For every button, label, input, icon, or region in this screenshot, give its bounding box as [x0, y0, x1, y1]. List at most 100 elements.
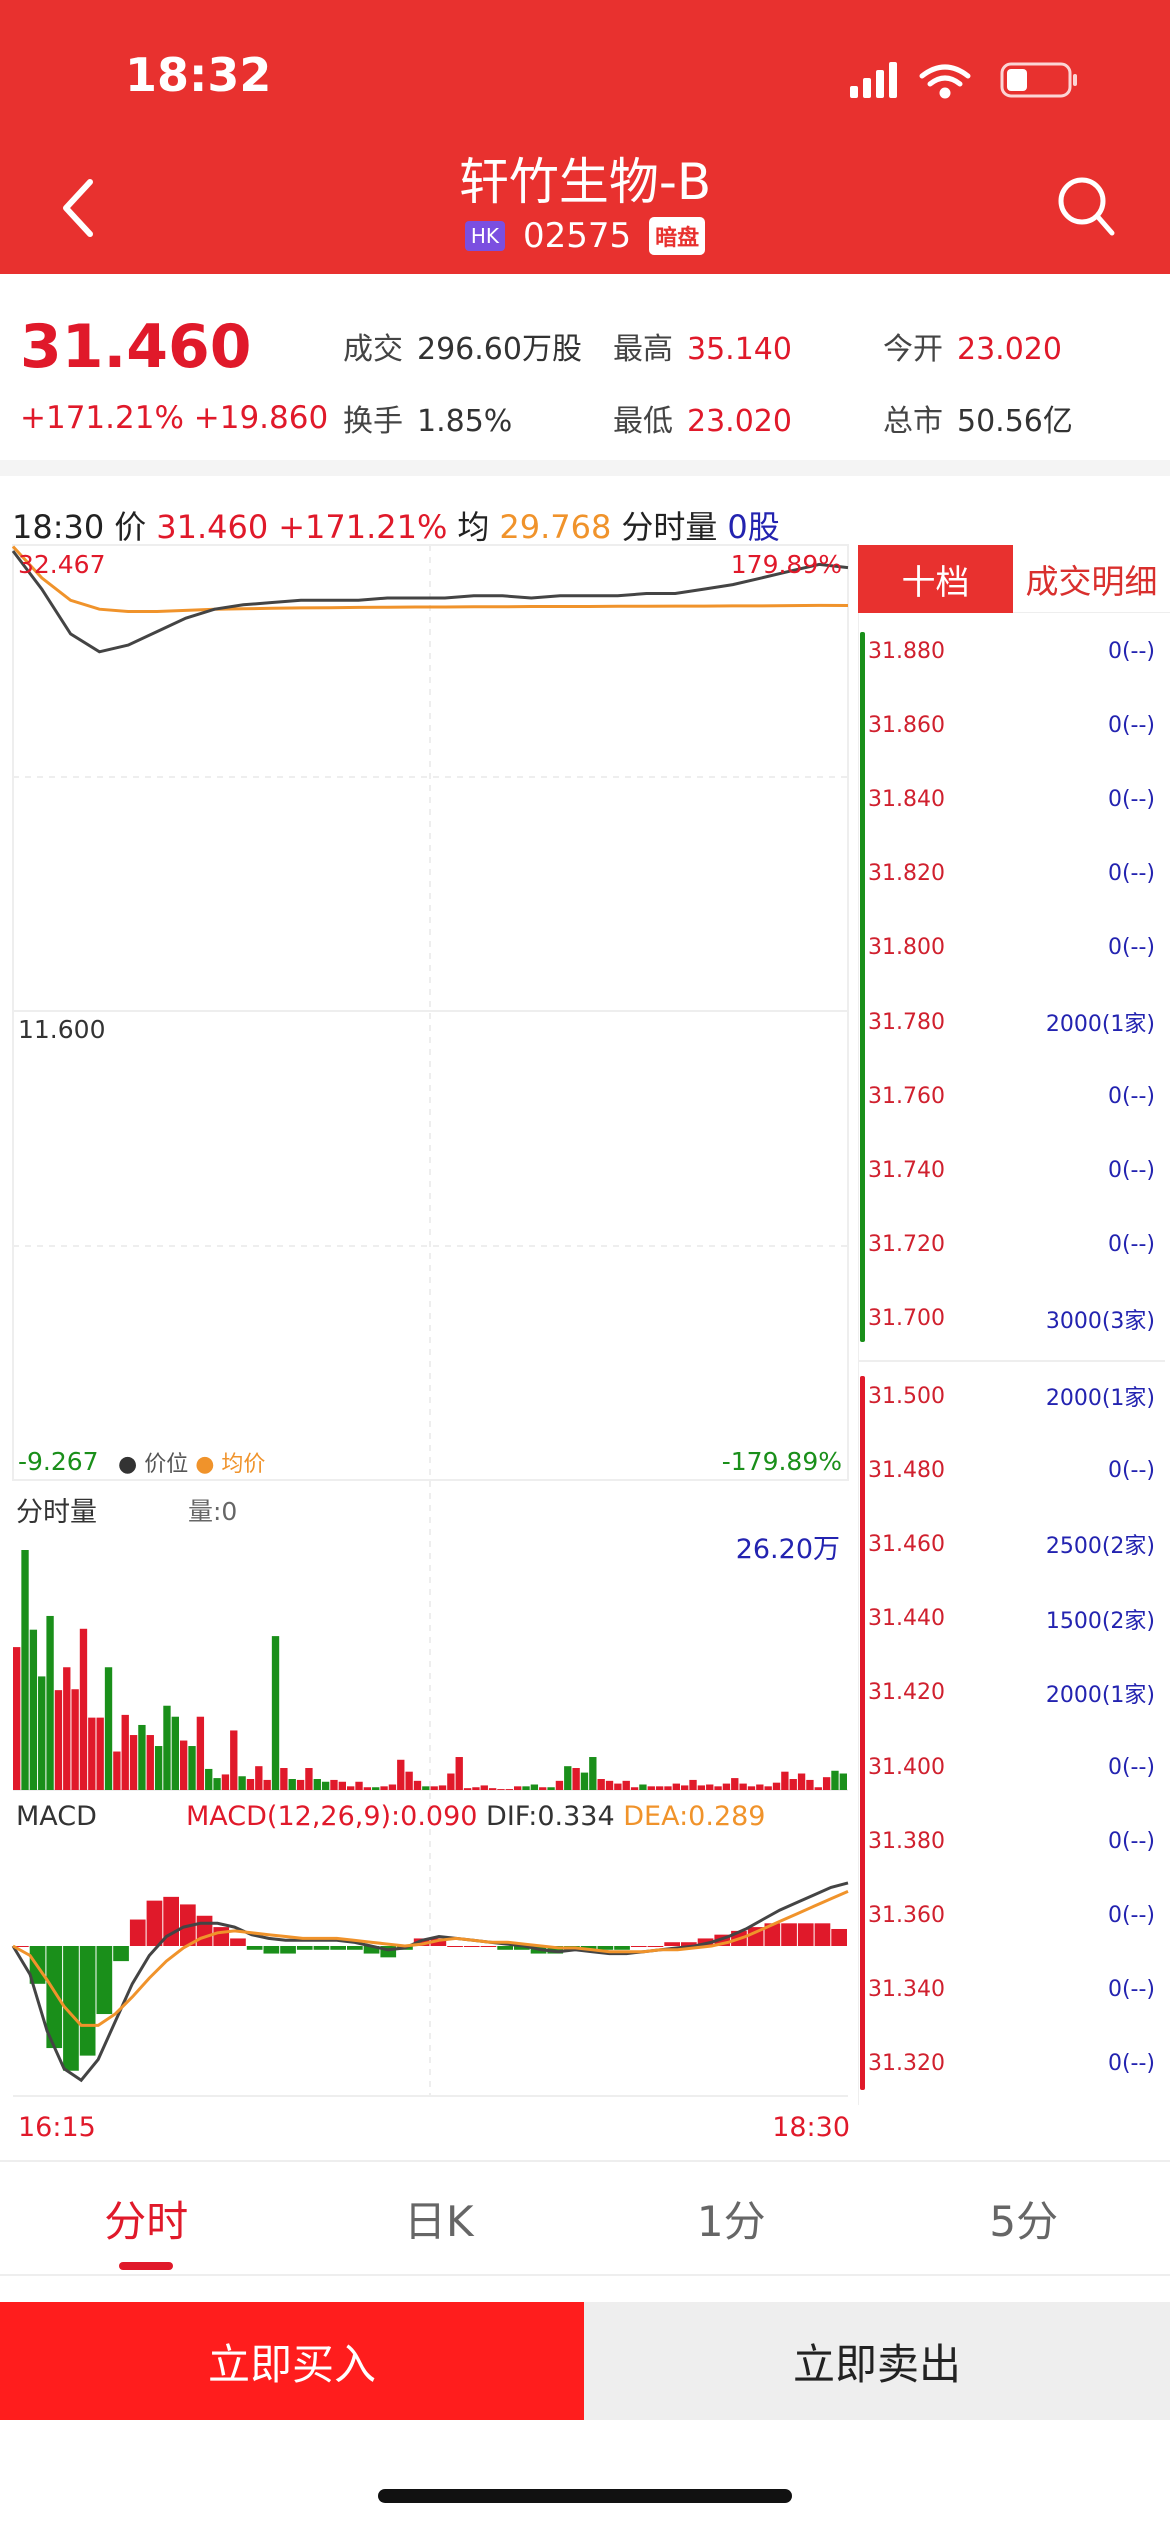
level-volume: 0(--): [1107, 1828, 1155, 1854]
buy-button[interactable]: 立即买入: [0, 2302, 584, 2420]
level-price: 31.380: [868, 1828, 945, 1854]
macd-histogram-bar: [781, 1923, 797, 1946]
ask-level: 31.860 0(--): [868, 705, 1155, 745]
volume-bar: [154, 1746, 163, 1790]
level-price: 31.340: [868, 1977, 945, 2003]
chart-legend: ● 价位 ● 均价: [118, 1452, 266, 1477]
quote-item-value: 23.020: [957, 332, 1062, 367]
macd-histogram-bar: [96, 1946, 113, 2015]
back-button[interactable]: [58, 178, 98, 238]
stock-code-row: HK 02575 暗盘: [0, 216, 1170, 256]
volume-bar: [71, 1689, 79, 1790]
bid-level: 31.500 2000(1家): [868, 1376, 1155, 1416]
level-price: 31.420: [868, 1680, 945, 1706]
macd-histogram-bar: [347, 1946, 363, 1950]
volume-bar: [488, 1788, 497, 1790]
quote-item-value: 50.56亿: [957, 404, 1073, 439]
macd-values: MACD(12,26,9):0.090 DIF:0.334 DEA:0.289: [186, 1801, 765, 1832]
volume-bar: [96, 1717, 104, 1790]
level-price: 31.860: [868, 712, 945, 738]
info-price-label: 价: [114, 508, 147, 546]
volume-bar: [630, 1787, 639, 1790]
volume-bar: [739, 1783, 747, 1790]
volume-bar: [681, 1785, 689, 1790]
volume-bar: [163, 1705, 171, 1790]
volume-bar: [731, 1778, 739, 1790]
level-volume: 0(--): [1107, 1977, 1155, 2003]
level-volume: 2500(2家): [1045, 1534, 1155, 1560]
volume-bar: [188, 1746, 196, 1790]
intraday-chart[interactable]: [0, 540, 858, 2110]
volume-bar: [522, 1786, 530, 1790]
volume-bar: [305, 1768, 313, 1790]
price-axis-top: 32.467: [18, 550, 106, 579]
search-icon[interactable]: [1056, 175, 1116, 237]
volume-bar: [539, 1787, 547, 1790]
ask-level: 31.780 2000(1家): [868, 1002, 1155, 1042]
info-time: 18:30: [12, 508, 105, 546]
info-vol-label: 分时量: [621, 508, 718, 546]
top-bar: [0, 0, 1170, 274]
level-volume: 0(--): [1107, 1457, 1155, 1483]
order-book: [858, 545, 1165, 2105]
macd-histogram-bar: [430, 1938, 447, 1946]
dea-line: [12, 1890, 849, 2027]
home-indicator[interactable]: [378, 2489, 792, 2503]
quote-item-value: 1.85%: [417, 404, 513, 439]
level-price: 31.460: [868, 1531, 945, 1557]
quote-item-label: 最低: [613, 404, 673, 439]
volume-bar: [405, 1771, 413, 1790]
macd-histogram-bar: [480, 1946, 497, 1947]
level-volume: 0(--): [1107, 786, 1155, 812]
volume-bar: [722, 1783, 731, 1790]
dark-pool-badge: 暗盘: [649, 217, 706, 255]
tab-ten-levels[interactable]: 十档: [858, 545, 1013, 613]
sell-button[interactable]: 立即卖出: [584, 2302, 1170, 2420]
macd-histogram-bar: [13, 1946, 29, 1947]
volume-bar: [689, 1779, 697, 1790]
volume-bar: [455, 1757, 463, 1790]
stock-name: 轩竹生物-B: [458, 153, 712, 211]
macd-histogram-bar: [447, 1946, 463, 1947]
price-line: [11, 550, 849, 654]
book-divider: [858, 1360, 1165, 1362]
price-axis-mid: 11.600: [18, 1015, 106, 1044]
macd-histogram-bar: [714, 1934, 731, 1946]
volume-bar: [639, 1784, 647, 1790]
volume-bar: [13, 1647, 21, 1790]
volume-bar: [21, 1550, 29, 1790]
info-pct: +171.21%: [278, 508, 448, 546]
tab-daily-k[interactable]: 日K: [403, 2196, 474, 2246]
volume-bar: [355, 1781, 363, 1790]
volume-bar: [29, 1629, 38, 1790]
volume-bar: [347, 1786, 355, 1790]
avg-price-line: [11, 545, 849, 613]
macd-histogram-bar: [313, 1946, 330, 1950]
volume-bar: [171, 1716, 179, 1790]
macd-histogram-bar: [213, 1927, 230, 1946]
macd-histogram-bar: [413, 1938, 430, 1946]
macd-histogram-bar: [630, 1946, 647, 1947]
volume-bar: [472, 1787, 480, 1790]
macd-histogram-bar: [46, 1946, 63, 2049]
period-tabs: 分时 日K 1分 5分: [0, 2160, 1170, 2276]
volume-bar: [797, 1773, 806, 1790]
volume-bar: [388, 1784, 397, 1790]
volume-bar: [330, 1779, 338, 1790]
volume-bar: [271, 1636, 280, 1790]
volume-bar: [380, 1786, 388, 1790]
tab-intraday[interactable]: 分时: [0, 2162, 293, 2274]
dif-line: [11, 1881, 849, 2083]
volume-bar: [180, 1740, 188, 1790]
volume-bar: [505, 1789, 513, 1790]
volume-bar: [46, 1615, 54, 1790]
volume-bar: [196, 1716, 205, 1790]
volume-bar: [514, 1786, 522, 1790]
macd-histogram-bar: [647, 1946, 664, 1947]
tab-trade-detail[interactable]: 成交明细: [1013, 545, 1170, 613]
macd-histogram-bar: [230, 1938, 246, 1946]
macd-histogram-bar: [296, 1946, 313, 1950]
tab-1min[interactable]: 1分: [696, 2196, 766, 2246]
tab-5min[interactable]: 5分: [989, 2196, 1059, 2246]
volume-bar: [363, 1787, 372, 1790]
